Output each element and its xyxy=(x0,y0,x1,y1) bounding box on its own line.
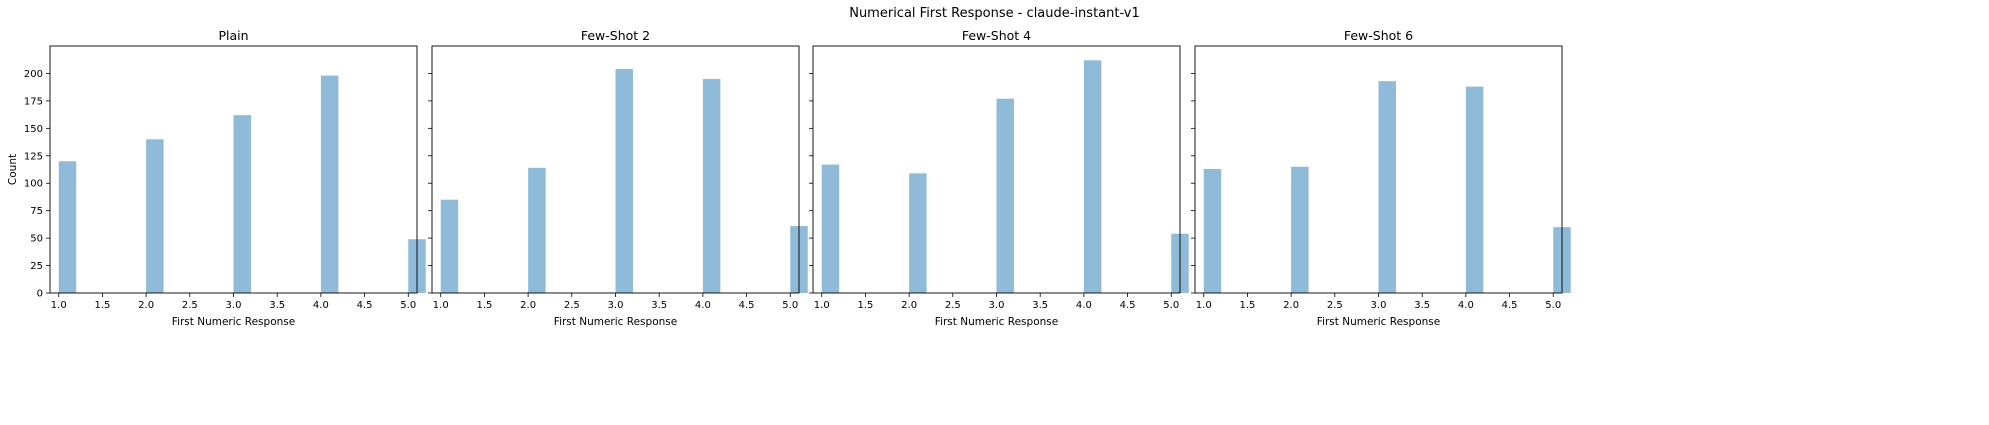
x-tick-label: 4.5 xyxy=(357,300,373,311)
x-tick-label: 1.5 xyxy=(857,300,873,311)
x-tick-label: 2.0 xyxy=(901,300,917,311)
y-tick-label: 125 xyxy=(24,151,43,162)
histogram-bar xyxy=(146,139,164,293)
histogram-bar xyxy=(909,173,927,293)
x-tick-label: 5.0 xyxy=(782,300,798,311)
x-axis-label: First Numeric Response xyxy=(935,316,1058,328)
histogram-bar xyxy=(58,161,77,293)
x-tick-label: 5.0 xyxy=(400,300,416,311)
y-tick-label: 100 xyxy=(24,179,43,190)
y-tick-label: 0 xyxy=(37,289,43,300)
x-tick-label: 3.0 xyxy=(608,300,624,311)
histogram-bar xyxy=(233,115,251,293)
y-tick-label: 175 xyxy=(24,96,43,107)
x-tick-label: 4.0 xyxy=(1076,300,1092,311)
histogram-bar xyxy=(1465,86,1484,294)
x-tick-label: 1.0 xyxy=(814,300,830,311)
subplot-title: Few-Shot 2 xyxy=(581,28,650,43)
x-tick-label: 3.0 xyxy=(226,300,242,311)
x-tick-label: 3.0 xyxy=(989,300,1005,311)
histogram-bar xyxy=(996,98,1014,293)
x-tick-label: 3.0 xyxy=(1371,300,1387,311)
y-axis-label: Count xyxy=(7,154,19,185)
histogram-bar xyxy=(1203,168,1222,293)
x-tick-label: 2.5 xyxy=(1327,300,1343,311)
x-tick-label: 2.0 xyxy=(1283,300,1299,311)
x-tick-label: 5.0 xyxy=(1545,300,1561,311)
x-tick-label: 5.0 xyxy=(1163,300,1179,311)
subplot-title: Few-Shot 6 xyxy=(1344,28,1413,43)
y-tick-label: 150 xyxy=(24,124,43,135)
x-tick-label: 2.0 xyxy=(520,300,536,311)
histogram-bar xyxy=(1083,60,1102,293)
subplot-2: 1.0 1.5 2.0 2.5 3.0 3.5 4.0 4.5 5.0 Few-Shot 2 Fir… xyxy=(428,28,808,328)
x-tick-label: 1.0 xyxy=(433,300,449,311)
x-tick-label: 1.5 xyxy=(1239,300,1255,311)
x-tick-label: 2.5 xyxy=(182,300,198,311)
y-tick-label: 50 xyxy=(30,234,43,245)
x-tick-label: 3.5 xyxy=(1414,300,1430,311)
x-tick-label: 1.0 xyxy=(1196,300,1212,311)
figure-title: Numerical First Response - claude-instan… xyxy=(849,6,1140,21)
subplot-4: 1.0 1.5 2.0 2.5 3.0 3.5 4.0 4.5 5.0 Few-Shot 6 Fir… xyxy=(1191,28,1571,328)
histogram-bar xyxy=(528,167,546,293)
histogram-bar xyxy=(320,75,339,293)
x-tick-label: 4.5 xyxy=(1502,300,1518,311)
x-tick-label: 2.5 xyxy=(945,300,961,311)
x-tick-label: 4.0 xyxy=(695,300,711,311)
x-axis-label: First Numeric Response xyxy=(172,316,295,328)
histogram-bar xyxy=(702,78,721,294)
x-tick-label: 1.5 xyxy=(476,300,492,311)
x-tick-label: 1.5 xyxy=(94,300,110,311)
x-tick-label: 3.5 xyxy=(1032,300,1048,311)
x-tick-label: 4.5 xyxy=(1120,300,1136,311)
histogram-bar xyxy=(1291,166,1309,293)
x-tick-label: 4.0 xyxy=(1458,300,1474,311)
histogram-bar xyxy=(821,164,840,293)
subplot-title: Few-Shot 4 xyxy=(962,28,1031,43)
y-tick-label: 25 xyxy=(30,261,43,272)
x-tick-label: 3.5 xyxy=(651,300,667,311)
x-axis-label: First Numeric Response xyxy=(554,316,677,328)
histogram-bar xyxy=(615,69,633,293)
subplot-3: 1.0 1.5 2.0 2.5 3.0 3.5 4.0 4.5 5.0 Few-Shot 4 Fir… xyxy=(809,28,1189,328)
subplot-1: 1.0 1.5 2.0 2.5 3.0 3.5 4.0 4.5 5.0 0 25 50 75 100 125… xyxy=(7,28,426,328)
x-tick-label: 4.5 xyxy=(739,300,755,311)
x-tick-label: 3.5 xyxy=(269,300,285,311)
x-tick-label: 2.0 xyxy=(138,300,154,311)
histogram-bar xyxy=(440,199,459,293)
y-tick-label: 75 xyxy=(30,206,43,217)
x-tick-label: 1.0 xyxy=(51,300,67,311)
subplot-title: Plain xyxy=(218,28,248,43)
x-tick-label: 4.0 xyxy=(313,300,329,311)
x-axis-label: First Numeric Response xyxy=(1317,316,1440,328)
x-tick-label: 2.5 xyxy=(564,300,580,311)
histogram-bar xyxy=(1378,81,1396,293)
y-tick-label: 200 xyxy=(24,69,43,80)
